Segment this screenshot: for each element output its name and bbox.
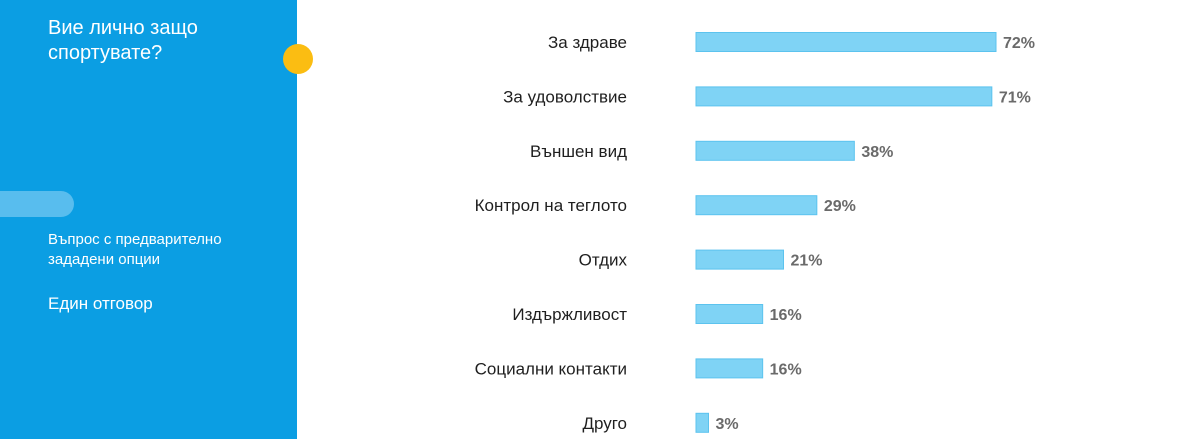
value-label: 16% xyxy=(770,307,802,324)
question-type-label: Въпрос с предварително зададени опции xyxy=(48,231,222,268)
bar xyxy=(695,249,784,270)
progress-pill xyxy=(0,191,74,217)
category-label: За здраве xyxy=(548,33,627,52)
value-label: 16% xyxy=(770,361,802,378)
bar xyxy=(695,358,764,379)
category-label: Социални контакти xyxy=(475,359,627,378)
category-label: За удоволствие xyxy=(503,87,627,106)
value-label: 72% xyxy=(1003,35,1035,52)
bar xyxy=(695,304,764,324)
category-label: Издържливост xyxy=(512,305,627,324)
question-title: Вие лично защо спортувате? xyxy=(48,17,198,64)
bar xyxy=(695,195,818,216)
bar xyxy=(695,140,855,161)
bar xyxy=(695,32,997,52)
value-label: 3% xyxy=(716,416,739,433)
value-label: 38% xyxy=(861,144,893,161)
marker-dot xyxy=(283,44,313,74)
sidebar-panel: Вие лично защо спортувате? Въпрос с пред… xyxy=(0,0,297,439)
bar-chart: За здраве 72% За удоволствие 71% Външен вид 3… xyxy=(297,0,1200,439)
bar xyxy=(695,412,709,433)
bar-chart-svg: За здраве 72% За удоволствие 71% Външен вид 3… xyxy=(475,32,1035,433)
bar xyxy=(695,86,993,107)
category-label: Друго xyxy=(582,414,627,433)
value-label: 21% xyxy=(791,253,823,270)
category-label: Отдих xyxy=(579,251,628,270)
answer-type-label: Един отговор xyxy=(48,294,153,313)
category-label: Външен вид xyxy=(530,142,627,161)
category-label: Контрол на теглото xyxy=(475,196,627,215)
value-label: 71% xyxy=(999,89,1031,106)
value-label: 29% xyxy=(824,198,856,215)
